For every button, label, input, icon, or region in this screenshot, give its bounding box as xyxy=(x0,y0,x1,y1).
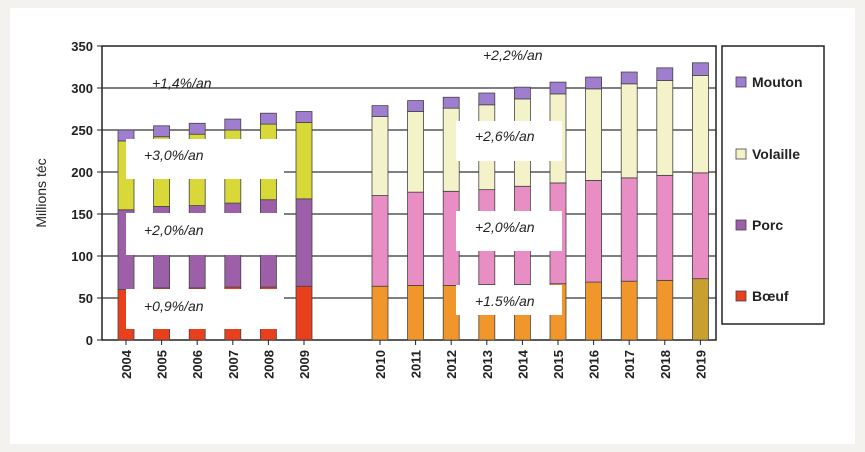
bar-segment xyxy=(656,80,674,176)
bar-segment xyxy=(295,198,313,287)
x-tick-label: 2013 xyxy=(480,350,495,379)
bar-segment xyxy=(585,281,602,341)
bar-segment xyxy=(295,111,313,123)
bar-segment xyxy=(656,67,674,81)
y-tick-label: 350 xyxy=(71,39,93,54)
legend-swatch xyxy=(735,290,747,302)
growth-annotation: +0,9%/an xyxy=(144,298,204,314)
bar-segment xyxy=(295,122,313,200)
annotation-box xyxy=(126,213,284,255)
bar-segment xyxy=(620,280,638,341)
bar-segment xyxy=(371,116,389,196)
legend-swatch xyxy=(735,219,747,231)
bar-segment xyxy=(371,105,389,117)
y-axis-label: Millions téc xyxy=(33,158,49,227)
x-tick-label: 2004 xyxy=(119,349,134,379)
legend-swatch xyxy=(735,76,747,88)
bar-segment xyxy=(153,125,171,138)
x-tick-label: 2015 xyxy=(551,350,566,379)
growth-annotation: +2,2%/an xyxy=(483,47,543,63)
bar-segment xyxy=(188,122,206,135)
legend-label: Mouton xyxy=(752,74,803,90)
y-tick-label: 200 xyxy=(71,165,93,180)
x-tick-label: 2018 xyxy=(658,350,673,379)
growth-annotation: +1,4%/an xyxy=(152,75,212,91)
bar-segment xyxy=(371,195,389,287)
bar-segment xyxy=(442,96,460,109)
legend: Mouton Volaille Porc Bœuf xyxy=(721,45,825,325)
bar-segment xyxy=(656,174,674,281)
growth-annotation: +3,0%/an xyxy=(144,147,204,163)
bar-segment xyxy=(620,71,638,85)
x-tick-label: 2012 xyxy=(444,350,459,379)
bar-segment xyxy=(585,76,602,90)
growth-annotation: +2,6%/an xyxy=(475,128,535,144)
x-tick-label: 2017 xyxy=(622,350,637,379)
y-tick-label: 100 xyxy=(71,249,93,264)
bar-segment xyxy=(478,92,496,106)
y-tick-label: 0 xyxy=(86,333,93,348)
bar-segment xyxy=(692,172,709,280)
bar-segment xyxy=(224,118,242,131)
bar-segment xyxy=(407,100,425,112)
bar-segment xyxy=(585,179,602,283)
bar-segment xyxy=(656,279,674,341)
annotation-box xyxy=(456,285,562,315)
x-tick-label: 2011 xyxy=(409,350,424,378)
bar-segment xyxy=(259,112,277,125)
legend-label: Bœuf xyxy=(752,288,789,304)
x-tick-label: 2008 xyxy=(261,350,276,379)
bar-segment xyxy=(371,285,389,341)
bar-segment xyxy=(585,88,602,181)
x-tick-label: 2005 xyxy=(155,350,170,379)
bar-segment xyxy=(407,284,425,341)
legend-label: Porc xyxy=(752,217,783,233)
x-tick-label: 2010 xyxy=(373,350,388,379)
annotation-box xyxy=(126,139,284,179)
bar-segment xyxy=(620,83,638,179)
legend-box xyxy=(721,45,825,325)
annotation-box xyxy=(456,121,562,161)
x-tick-label: 2014 xyxy=(515,349,530,379)
growth-annotation: +2,0%/an xyxy=(144,222,204,238)
legend-swatch xyxy=(735,148,747,160)
bar-segment xyxy=(692,278,709,341)
bar-segment xyxy=(407,191,425,286)
bar-segment xyxy=(513,86,531,100)
chart-card: Millions téc 0 50 100 150 200 250 300 350 2004 2… xyxy=(10,8,855,444)
annotation-box xyxy=(126,289,284,329)
y-tick-label: 150 xyxy=(71,207,93,222)
bar-segment xyxy=(549,81,567,95)
y-tick-label: 50 xyxy=(79,291,93,306)
bar-segment xyxy=(692,75,709,174)
x-tick-label: 2019 xyxy=(693,350,708,379)
growth-annotation: +1.5%/an xyxy=(475,293,535,309)
x-tick-labels: 2004 2005 2006 2007 2008 2009 2010 2011 2012 2013… xyxy=(119,340,708,379)
growth-annotation: +2,0%/an xyxy=(475,219,535,235)
x-tick-label: 2007 xyxy=(226,350,241,379)
legend-label: Volaille xyxy=(752,146,800,162)
bars xyxy=(117,62,709,341)
x-tick-label: 2016 xyxy=(587,350,602,379)
annotation-box xyxy=(456,211,562,251)
y-tick-label: 250 xyxy=(71,123,93,138)
bar-segment xyxy=(620,177,638,282)
y-tick-label: 300 xyxy=(71,81,93,96)
y-tick-labels: 0 50 100 150 200 250 300 350 xyxy=(71,39,102,348)
bar-segment xyxy=(692,62,709,76)
bar-segment xyxy=(295,285,313,341)
growth-annotations: +1,4%/an +3,0%/an +2,0%/an +0,9%/an +2,2%/an… xyxy=(126,47,562,329)
bar-segment xyxy=(407,111,425,193)
x-tick-label: 2009 xyxy=(297,350,312,379)
x-tick-label: 2006 xyxy=(190,350,205,379)
